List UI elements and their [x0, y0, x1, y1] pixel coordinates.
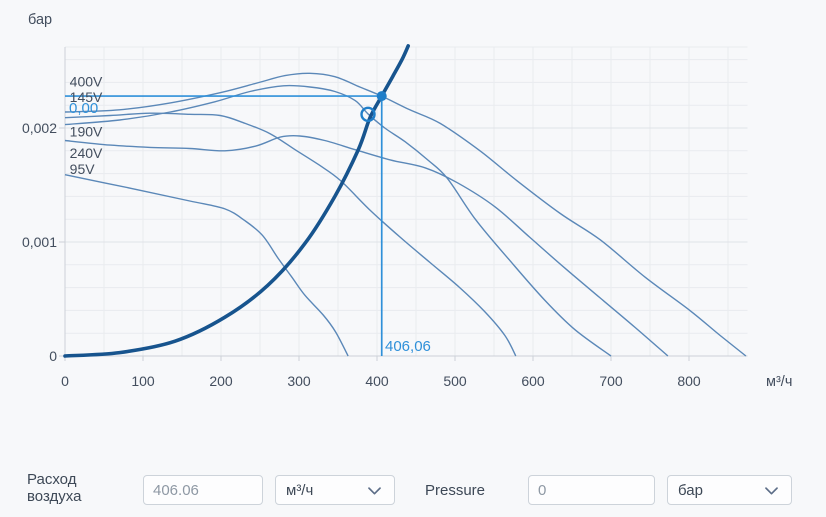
- flow-label: Расход воздуха: [27, 471, 81, 505]
- fan-curve-95V: [64, 174, 349, 357]
- x-tick-label-600: 600: [521, 373, 545, 389]
- chart-canvas[interactable]: бар м³/ч 0 100 200 300 400 500 600 700 800 0 0,001 0,…: [0, 0, 826, 430]
- x-tick-label-0: 0: [61, 373, 69, 389]
- x-tick-label-800: 800: [677, 373, 701, 389]
- curve-label-400V: 400V: [70, 73, 103, 89]
- x-tick-label-700: 700: [599, 373, 623, 389]
- x-tick-label-300: 300: [287, 373, 311, 389]
- pressure-value-input[interactable]: [528, 475, 655, 505]
- chevron-down-icon: [762, 481, 781, 500]
- pressure-label: Pressure: [425, 482, 486, 499]
- chevron-down-icon: [365, 481, 384, 500]
- x-axis-unit-label: м³/ч: [766, 374, 792, 390]
- curve-label-145V: 145V: [70, 89, 103, 105]
- fan-curve-190V: [64, 84, 612, 357]
- flow-pressure-controls: Расход воздуха м³/ч Pressure бар: [0, 460, 826, 517]
- flow-value-annotation: 406,06: [385, 338, 431, 355]
- curve-label-240V: 240V: [70, 145, 103, 161]
- flow-label-line1: Расход: [27, 471, 77, 488]
- x-tick-label-100: 100: [131, 373, 155, 389]
- pressure-unit-value: бар: [678, 481, 703, 499]
- y-tick-label-0: 0: [49, 348, 57, 364]
- flow-value-input[interactable]: [143, 475, 263, 505]
- curve-label-95V: 95V: [70, 161, 96, 177]
- fan-curve-240V: [64, 134, 669, 357]
- y-tick-label-0,001: 0,001: [22, 234, 57, 250]
- x-tick-label-200: 200: [209, 373, 233, 389]
- flow-unit-select[interactable]: м³/ч: [275, 475, 395, 505]
- intersection-ring-marker: [360, 106, 376, 123]
- performance-chart: бар м³/ч 0 100 200 300 400 500 600 700 800 0 0,001 0,…: [0, 0, 826, 430]
- fan-curve-400V: [64, 72, 747, 357]
- x-tick-label-500: 500: [443, 373, 467, 389]
- fan-curve-145V: [64, 112, 517, 357]
- system-curve: [63, 44, 410, 358]
- pressure-unit-select[interactable]: бар: [667, 475, 792, 505]
- y-tick-label-0,002: 0,002: [22, 120, 57, 136]
- flow-label-line2: воздуха: [27, 488, 82, 505]
- pressure-value-annotation: 0,00: [69, 100, 98, 117]
- y-axis-unit-label: бар: [28, 12, 52, 28]
- x-tick-label-400: 400: [365, 373, 389, 389]
- flow-unit-value: м³/ч: [286, 481, 314, 499]
- curve-label-190V: 190V: [70, 123, 103, 139]
- operating-point-dot[interactable]: [376, 91, 387, 102]
